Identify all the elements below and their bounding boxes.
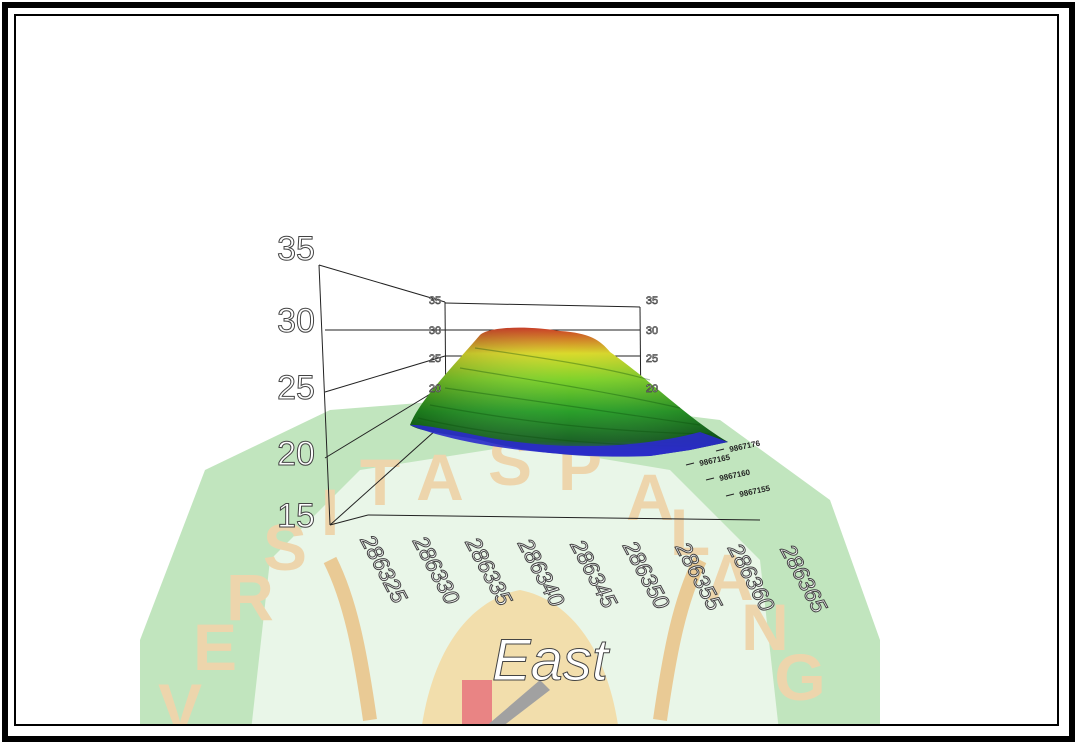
watermark-letter: A: [416, 440, 464, 514]
z-back-right-tick: 20: [646, 383, 658, 395]
z-tick-label: 35: [277, 230, 315, 268]
y-tick-mark: [705, 477, 715, 481]
surface-shading: [410, 327, 728, 457]
z-back-left-ticks: 35 30 25 20: [429, 295, 442, 396]
z-gridline-left: [324, 384, 446, 459]
z-tick-labels: 15 20 25 30 35: [277, 230, 316, 536]
z-back-left-tick: 35: [429, 295, 441, 307]
contour-band: [459, 367, 681, 409]
watermark-letter: E: [193, 610, 237, 684]
watermark-letter: S: [263, 510, 307, 584]
watermark-letter: R: [226, 560, 274, 634]
z-tick-label: 25: [277, 369, 315, 407]
surface-contour-bands: [417, 347, 713, 447]
y-tick-mark: [685, 462, 695, 466]
z-gridline-left: [324, 355, 446, 393]
watermark-letter: I: [321, 475, 339, 549]
watermark-letter: G: [774, 640, 825, 714]
contour-band: [444, 387, 701, 426]
contour-band: [474, 347, 651, 381]
z-tick-label: 30: [277, 302, 315, 340]
y-tick-mark: [725, 493, 735, 497]
surface-base-blue: [410, 424, 728, 457]
z-back-right-ticks: 35 30 25 20: [646, 295, 659, 396]
watermark-letter: A: [626, 460, 674, 534]
watermark-letter: L: [670, 495, 710, 569]
axis-box: [318, 264, 761, 526]
contour-band: [429, 404, 713, 435]
z-back-right-tick: 25: [646, 353, 658, 365]
z-tick-label: 15: [277, 497, 315, 535]
watermark-letter: A: [706, 540, 754, 614]
z-tick-label: 20: [277, 435, 315, 473]
watermark-letter: V: [158, 670, 202, 740]
z-back-right-tick: 30: [646, 325, 658, 337]
z-back-left-tick: 30: [429, 325, 441, 337]
z-back-left-tick: 25: [429, 353, 441, 365]
surface-mesh: [410, 327, 728, 457]
y-tick-mark: [715, 448, 725, 452]
z-back-right-tick: 35: [646, 295, 658, 307]
inner-frame: [14, 14, 1059, 726]
z-back-left-tick: 20: [429, 383, 441, 395]
watermark-letter: N: [741, 590, 789, 664]
watermark-letter: T: [360, 445, 400, 519]
x-axis-label: East: [492, 628, 611, 693]
